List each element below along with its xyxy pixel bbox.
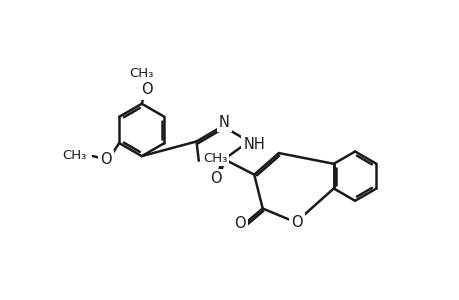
Text: O: O	[291, 215, 302, 230]
Text: CH₃: CH₃	[203, 152, 227, 165]
Text: CH₃: CH₃	[129, 67, 154, 80]
Text: O: O	[209, 171, 221, 186]
Text: NH: NH	[243, 137, 264, 152]
Text: N: N	[218, 115, 229, 130]
Text: O: O	[141, 82, 153, 98]
Text: CH₃: CH₃	[62, 149, 87, 162]
Text: O: O	[100, 152, 112, 167]
Text: O: O	[234, 216, 246, 231]
